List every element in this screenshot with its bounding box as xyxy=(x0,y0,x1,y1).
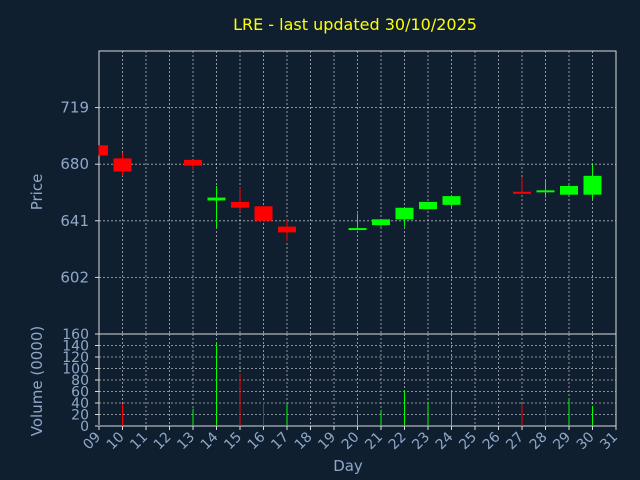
candle-body xyxy=(395,207,414,220)
candle-body xyxy=(419,201,437,210)
candle-body xyxy=(99,145,108,156)
price-panel: 602 641 680 719 Price xyxy=(28,50,617,335)
candle-body xyxy=(513,191,531,194)
price-y-ticks: 602 641 680 719 xyxy=(60,99,99,286)
candle-body xyxy=(184,159,202,166)
volume-tick-label: 160 xyxy=(62,327,89,343)
day-x-ticks: 09 10 11 12 13 14 15 16 17 18 19 20 21 22 23 24 25 26 27 28… xyxy=(80,426,621,453)
price-tick-label: 719 xyxy=(60,99,89,117)
volume-tick-label: 0 xyxy=(80,419,89,435)
volume-tick-label: 80 xyxy=(71,373,89,389)
candle-body xyxy=(536,190,555,193)
price-tick-label: 602 xyxy=(60,268,89,286)
candle-body xyxy=(231,201,249,208)
candle-body xyxy=(372,219,390,226)
volume-bars xyxy=(98,342,593,426)
volume-tick-label: 20 xyxy=(71,408,89,424)
volume-tick-label: 140 xyxy=(62,339,89,355)
volume-tick-label: 120 xyxy=(62,350,89,366)
volume-tick-label: 100 xyxy=(62,362,89,378)
candlesticks xyxy=(98,145,602,242)
price-y-axis-label: Price xyxy=(28,174,46,211)
candle-body xyxy=(207,197,226,201)
price-tick-label: 680 xyxy=(60,155,89,173)
candle-body xyxy=(583,175,602,195)
candle-body xyxy=(254,206,273,221)
volume-tick-label: 40 xyxy=(71,396,89,412)
candle-body xyxy=(113,158,132,172)
candle-body xyxy=(442,196,461,205)
x-axis-label: Day xyxy=(333,457,363,475)
chart-title: LRE - last updated 30/10/2025 xyxy=(233,15,477,34)
volume-y-axis-label: Volume (0000) xyxy=(28,326,46,436)
price-tick-label: 641 xyxy=(60,212,89,230)
candle-body xyxy=(278,226,296,233)
candle-body xyxy=(348,228,367,231)
candle-body xyxy=(560,185,578,195)
volume-tick-label: 60 xyxy=(71,385,89,401)
